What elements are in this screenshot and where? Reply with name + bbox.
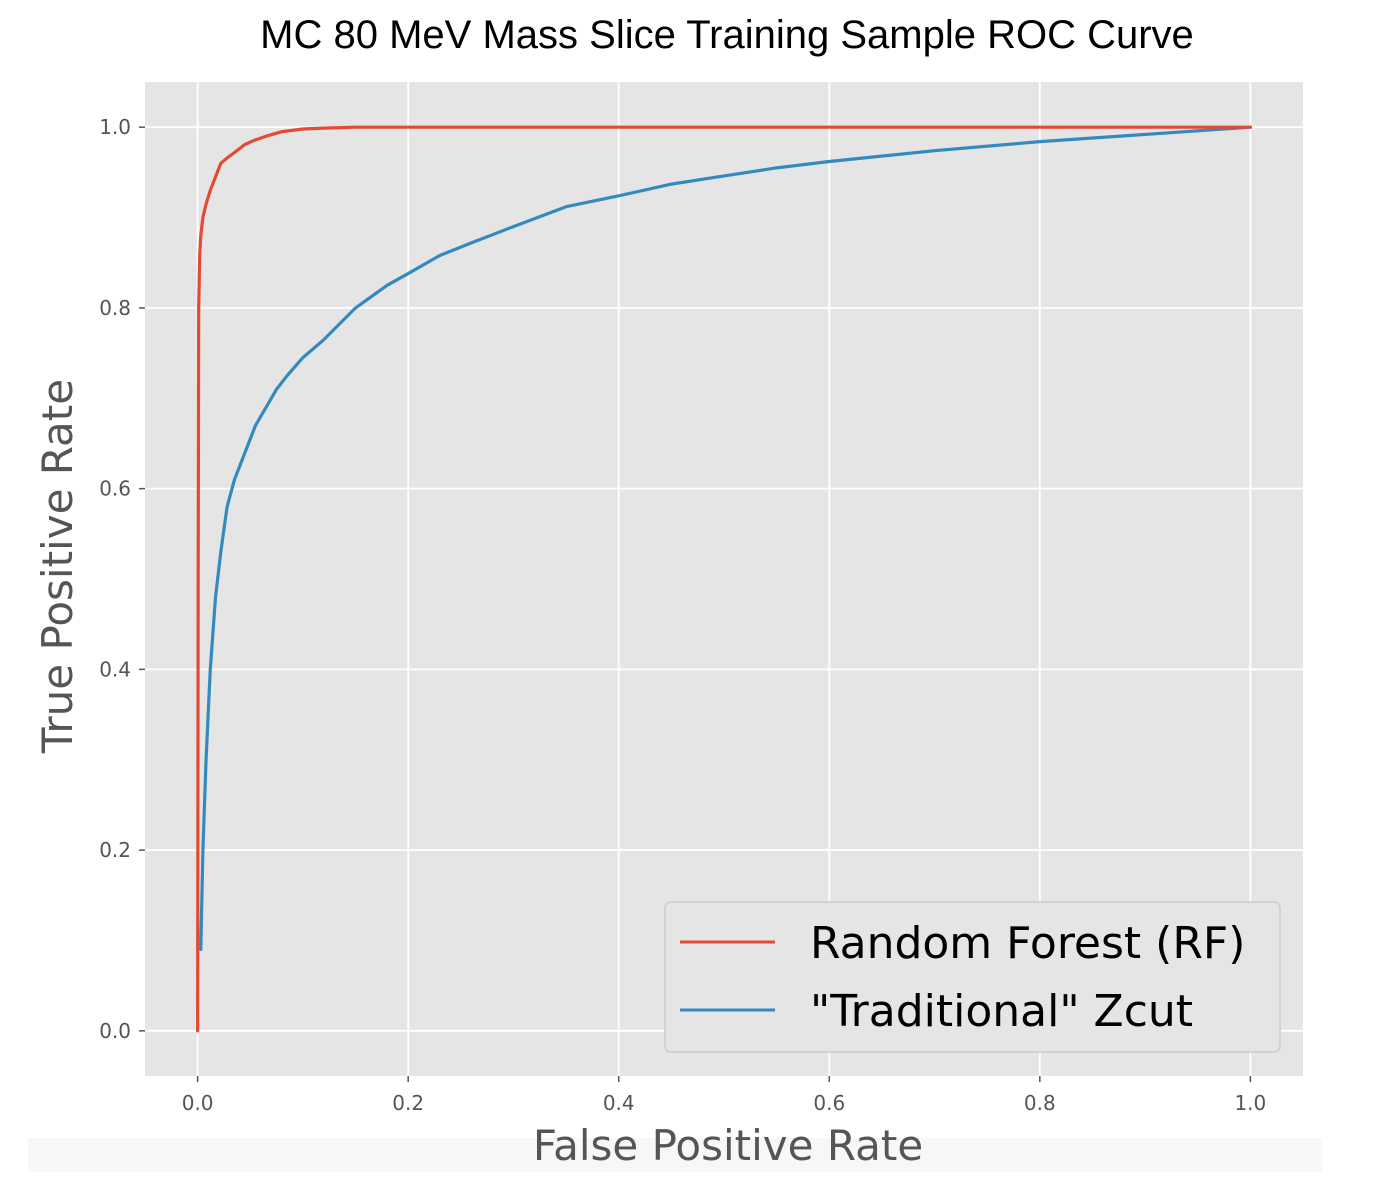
x-tick-label: 0.8 <box>1024 1091 1056 1115</box>
tick-labels: 0.0 0.2 0.4 0.6 0.8 1.0 0.0 0.2 0.4 0.6 0.8 1.0 <box>99 115 1266 1115</box>
rf-roc-line <box>196 125 1252 1033</box>
x-tick-label: 0.0 <box>182 1091 214 1115</box>
legend: Random Forest (RF) "Traditional" Zcut <box>664 901 1281 1053</box>
x-tick-label: 1.0 <box>1234 1091 1266 1115</box>
legend-label-rf: Random Forest (RF) <box>810 918 1245 969</box>
legend-box <box>664 901 1281 1053</box>
y-tick-label: 0.4 <box>99 657 131 681</box>
x-tick-label: 0.4 <box>603 1091 635 1115</box>
y-tick-label: 1.0 <box>99 115 131 139</box>
x-tick-label: 0.6 <box>813 1091 845 1115</box>
x-tick-label: 0.2 <box>392 1091 424 1115</box>
y-tick-label: 0.6 <box>99 477 131 501</box>
y-tick-label: 0.8 <box>99 296 131 320</box>
y-tick-label: 0.0 <box>99 1019 131 1043</box>
x-axis-label: False Positive Rate <box>533 1121 923 1170</box>
zcut-roc-line <box>199 125 1252 952</box>
y-axis-label: True Positive Rate <box>33 379 82 754</box>
y-tick-label: 0.2 <box>99 838 131 862</box>
chart-title: MC 80 MeV Mass Slice Training Sample ROC… <box>260 13 1194 57</box>
legend-label-zcut: "Traditional" Zcut <box>810 986 1193 1037</box>
series-lines <box>196 125 1252 1033</box>
